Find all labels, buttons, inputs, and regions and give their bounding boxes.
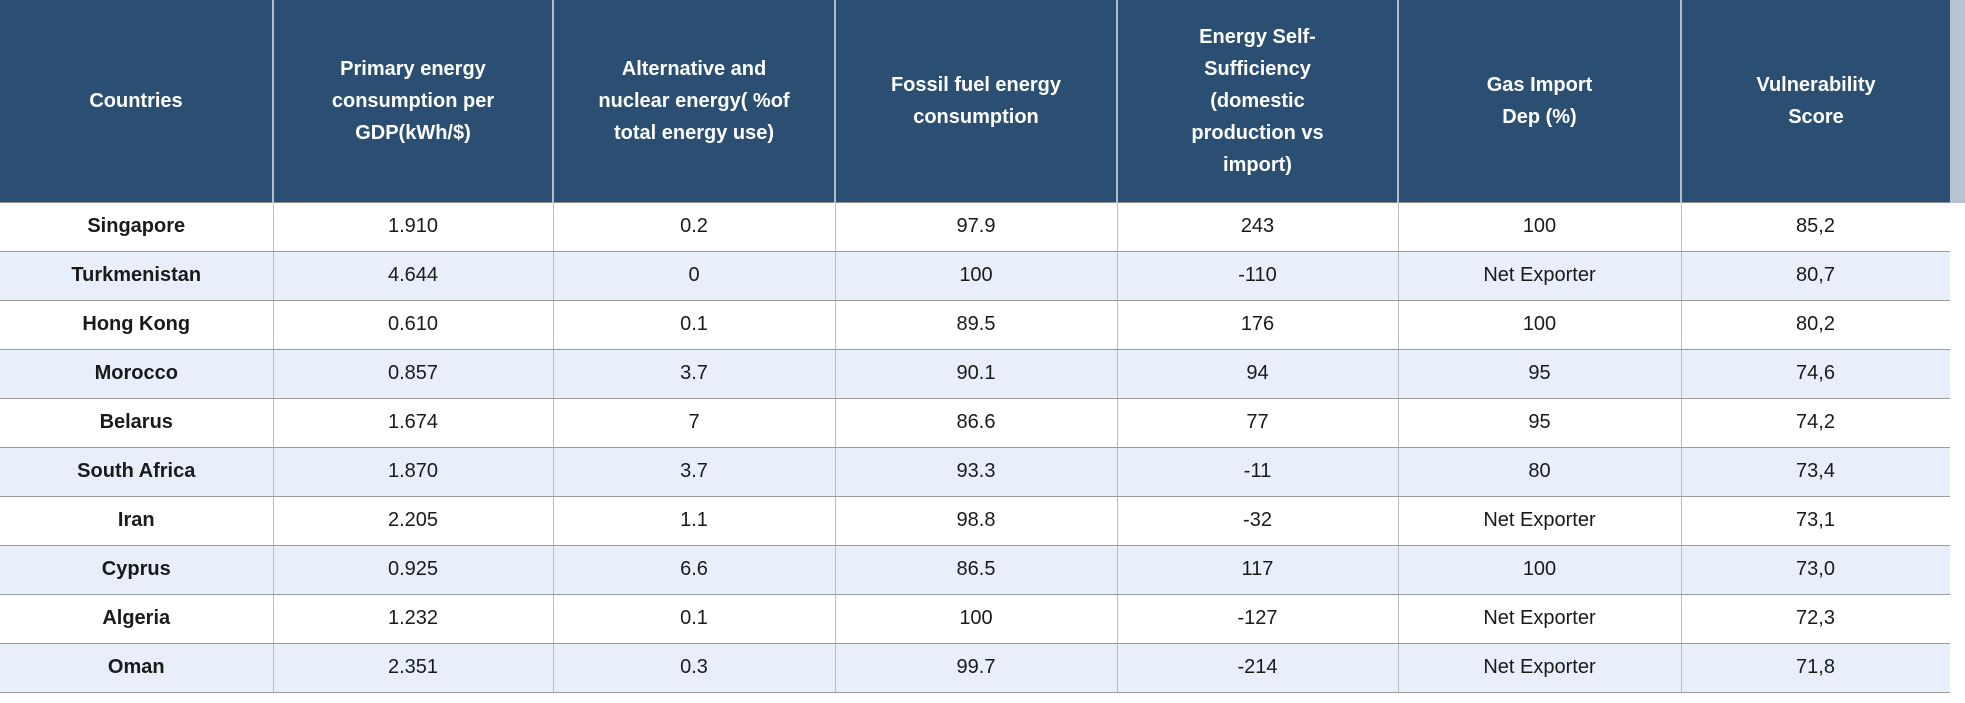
cell-self-sufficiency: -11 <box>1117 447 1399 497</box>
cell-gas-import-dep: Net Exporter <box>1398 643 1682 693</box>
cell-gas-import-dep: Net Exporter <box>1398 251 1682 301</box>
cell-gas-import-dep: 100 <box>1398 300 1682 350</box>
cell-primary-energy: 4.644 <box>273 251 554 301</box>
cell-self-sufficiency: 117 <box>1117 545 1399 595</box>
cell-primary-energy: 0.857 <box>273 349 554 399</box>
cell-gas-import-dep: 95 <box>1398 398 1682 448</box>
cell-vulnerability-score: 85,2 <box>1681 202 1951 252</box>
cell-country: Morocco <box>0 349 274 399</box>
cell-alt-nuclear-energy: 0.1 <box>553 300 836 350</box>
scrollbar-gutter <box>1950 0 1965 703</box>
table-row: Algeria 1.232 0.1 100 -127 Net Exporter 72,3 <box>0 594 1951 644</box>
cell-fossil-fuel: 100 <box>835 594 1118 644</box>
cell-primary-energy: 1.232 <box>273 594 554 644</box>
cell-primary-energy: 1.910 <box>273 202 554 252</box>
cell-self-sufficiency: 176 <box>1117 300 1399 350</box>
cell-fossil-fuel: 90.1 <box>835 349 1118 399</box>
column-header-fossil-fuel: Fossil fuel energy consumption <box>835 0 1118 203</box>
cell-fossil-fuel: 86.5 <box>835 545 1118 595</box>
cell-fossil-fuel: 97.9 <box>835 202 1118 252</box>
table-row: Turkmenistan 4.644 0 100 -110 Net Exporter 80,… <box>0 251 1951 301</box>
cell-country: Belarus <box>0 398 274 448</box>
cell-self-sufficiency: -32 <box>1117 496 1399 546</box>
cell-primary-energy: 1.674 <box>273 398 554 448</box>
header-row: Countries Primary energy consumption per… <box>0 0 1950 203</box>
cell-gas-import-dep: Net Exporter <box>1398 594 1682 644</box>
cell-alt-nuclear-energy: 0 <box>553 251 836 301</box>
table-row: Singapore 1.910 0.2 97.9 243 100 85,2 <box>0 202 1951 252</box>
column-header-self-sufficiency: Energy Self- Sufficiency (domestic produ… <box>1117 0 1399 203</box>
cell-alt-nuclear-energy: 6.6 <box>553 545 836 595</box>
cell-gas-import-dep: 95 <box>1398 349 1682 399</box>
cell-fossil-fuel: 93.3 <box>835 447 1118 497</box>
cell-country: Algeria <box>0 594 274 644</box>
cell-country: Oman <box>0 643 274 693</box>
cell-fossil-fuel: 98.8 <box>835 496 1118 546</box>
cell-fossil-fuel: 99.7 <box>835 643 1118 693</box>
cell-gas-import-dep: Net Exporter <box>1398 496 1682 546</box>
cell-vulnerability-score: 73,1 <box>1681 496 1951 546</box>
table-row: Belarus 1.674 7 86.6 77 95 74,2 <box>0 398 1951 448</box>
cell-gas-import-dep: 100 <box>1398 545 1682 595</box>
cell-self-sufficiency: 94 <box>1117 349 1399 399</box>
cell-country: Singapore <box>0 202 274 252</box>
cell-vulnerability-score: 80,2 <box>1681 300 1951 350</box>
column-header-alt-nuclear-energy: Alternative and nuclear energy( %of tota… <box>553 0 836 203</box>
cell-vulnerability-score: 71,8 <box>1681 643 1951 693</box>
cell-self-sufficiency: 243 <box>1117 202 1399 252</box>
cell-alt-nuclear-energy: 0.1 <box>553 594 836 644</box>
cell-country: Hong Kong <box>0 300 274 350</box>
cell-gas-import-dep: 80 <box>1398 447 1682 497</box>
scrollbar-gutter-header-strip <box>1950 0 1965 203</box>
table-row: Hong Kong 0.610 0.1 89.5 176 100 80,2 <box>0 300 1951 350</box>
cell-country: South Africa <box>0 447 274 497</box>
energy-vulnerability-table: Countries Primary energy consumption per… <box>0 0 1951 693</box>
table-row: Iran 2.205 1.1 98.8 -32 Net Exporter 73,1 <box>0 496 1951 546</box>
table-body: Singapore 1.910 0.2 97.9 243 100 85,2 Turkmenis… <box>0 202 1951 693</box>
column-header-gas-import-dep: Gas Import Dep (%) <box>1398 0 1682 203</box>
table-row: Oman 2.351 0.3 99.7 -214 Net Exporter 71,8 <box>0 643 1951 693</box>
cell-fossil-fuel: 89.5 <box>835 300 1118 350</box>
cell-vulnerability-score: 74,6 <box>1681 349 1951 399</box>
cell-fossil-fuel: 100 <box>835 251 1118 301</box>
column-header-vulnerability-score: Vulnerability Score <box>1681 0 1950 203</box>
cell-primary-energy: 2.205 <box>273 496 554 546</box>
cell-alt-nuclear-energy: 1.1 <box>553 496 836 546</box>
cell-primary-energy: 0.610 <box>273 300 554 350</box>
cell-alt-nuclear-energy: 0.3 <box>553 643 836 693</box>
column-header-countries: Countries <box>0 0 274 203</box>
cell-vulnerability-score: 72,3 <box>1681 594 1951 644</box>
cell-gas-import-dep: 100 <box>1398 202 1682 252</box>
cell-vulnerability-score: 74,2 <box>1681 398 1951 448</box>
cell-country: Iran <box>0 496 274 546</box>
table-row: Morocco 0.857 3.7 90.1 94 95 74,6 <box>0 349 1951 399</box>
cell-fossil-fuel: 86.6 <box>835 398 1118 448</box>
cell-country: Turkmenistan <box>0 251 274 301</box>
cell-vulnerability-score: 73,4 <box>1681 447 1951 497</box>
cell-primary-energy: 1.870 <box>273 447 554 497</box>
table-header: Countries Primary energy consumption per… <box>0 0 1950 203</box>
cell-alt-nuclear-energy: 3.7 <box>553 447 836 497</box>
cell-alt-nuclear-energy: 0.2 <box>553 202 836 252</box>
cell-alt-nuclear-energy: 7 <box>553 398 836 448</box>
cell-alt-nuclear-energy: 3.7 <box>553 349 836 399</box>
cell-self-sufficiency: -214 <box>1117 643 1399 693</box>
cell-self-sufficiency: -110 <box>1117 251 1399 301</box>
cell-country: Cyprus <box>0 545 274 595</box>
cell-vulnerability-score: 80,7 <box>1681 251 1951 301</box>
table-row: South Africa 1.870 3.7 93.3 -11 80 73,4 <box>0 447 1951 497</box>
column-header-primary-energy: Primary energy consumption per GDP(kWh/$… <box>273 0 554 203</box>
cell-self-sufficiency: -127 <box>1117 594 1399 644</box>
cell-self-sufficiency: 77 <box>1117 398 1399 448</box>
cell-primary-energy: 2.351 <box>273 643 554 693</box>
cell-vulnerability-score: 73,0 <box>1681 545 1951 595</box>
cell-primary-energy: 0.925 <box>273 545 554 595</box>
table-row: Cyprus 0.925 6.6 86.5 117 100 73,0 <box>0 545 1951 595</box>
